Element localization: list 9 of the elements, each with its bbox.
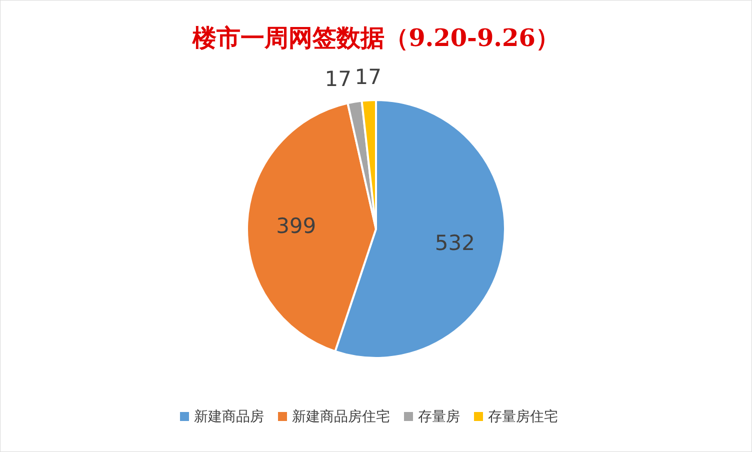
data-label: 532	[434, 230, 475, 255]
chart-title: 楼市一周网签数据（9.20-9.26）	[192, 23, 560, 52]
legend-label: 新建商品房	[194, 409, 264, 425]
legend-label: 新建商品房住宅	[292, 409, 390, 425]
legend-label: 存量房住宅	[488, 409, 558, 425]
legend-label: 存量房	[418, 409, 460, 425]
data-label: 17	[354, 65, 382, 90]
data-label: 399	[276, 214, 316, 238]
data-label: 17	[324, 66, 352, 91]
